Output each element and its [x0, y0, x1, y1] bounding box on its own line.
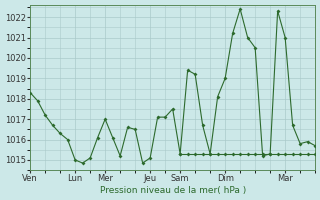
X-axis label: Pression niveau de la mer( hPa ): Pression niveau de la mer( hPa ): [100, 186, 246, 195]
